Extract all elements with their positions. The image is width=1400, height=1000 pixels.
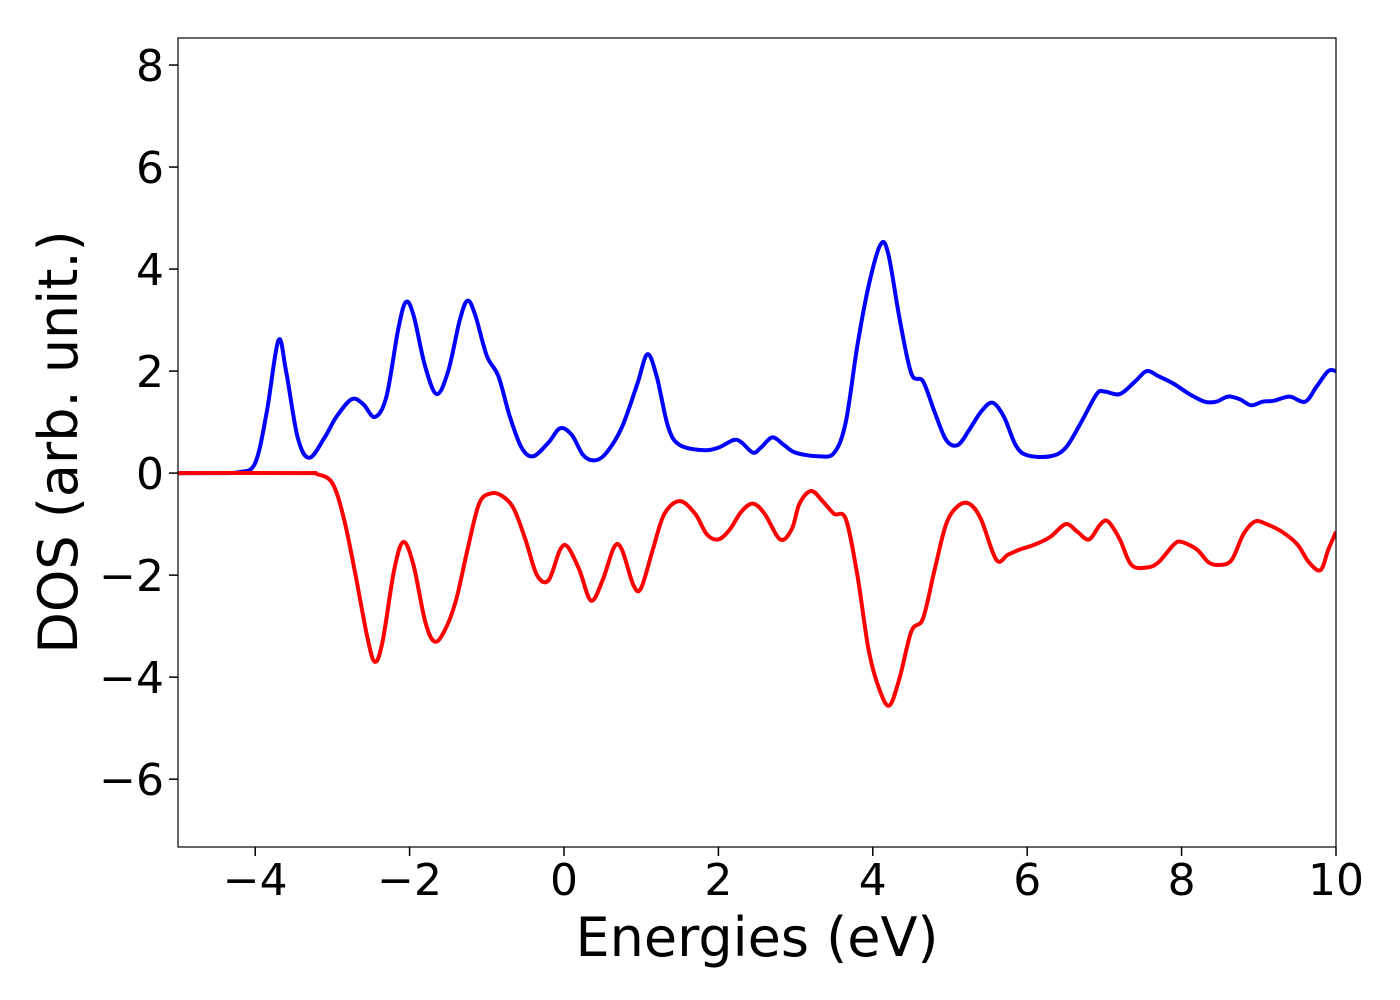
x-axis-label: Energies (eV) <box>576 906 939 969</box>
x-tick-label: 6 <box>1013 855 1041 906</box>
y-tick-label: 0 <box>136 449 164 500</box>
line-series <box>178 239 1336 476</box>
x-tick-label: 4 <box>859 855 887 906</box>
plot-frame <box>177 37 1337 848</box>
line-series <box>178 471 1336 708</box>
y-tick-label: −4 <box>99 653 164 704</box>
x-tick-label: 0 <box>550 855 578 906</box>
x-tick-label: 8 <box>1168 855 1196 906</box>
y-tick-label: −2 <box>99 551 164 602</box>
y-tick-label: 6 <box>136 143 164 194</box>
y-axis-label: DOS (arb. unit.) <box>27 230 90 653</box>
y-tick-label: 2 <box>136 347 164 398</box>
y-tick-label: 8 <box>136 41 164 92</box>
x-tick-label: −2 <box>377 855 442 906</box>
x-tick-label: 10 <box>1308 855 1364 906</box>
x-tick-label: −4 <box>223 855 288 906</box>
y-tick-label: −6 <box>99 755 164 806</box>
x-tick-label: 2 <box>704 855 732 906</box>
y-tick-label: 4 <box>136 245 164 296</box>
